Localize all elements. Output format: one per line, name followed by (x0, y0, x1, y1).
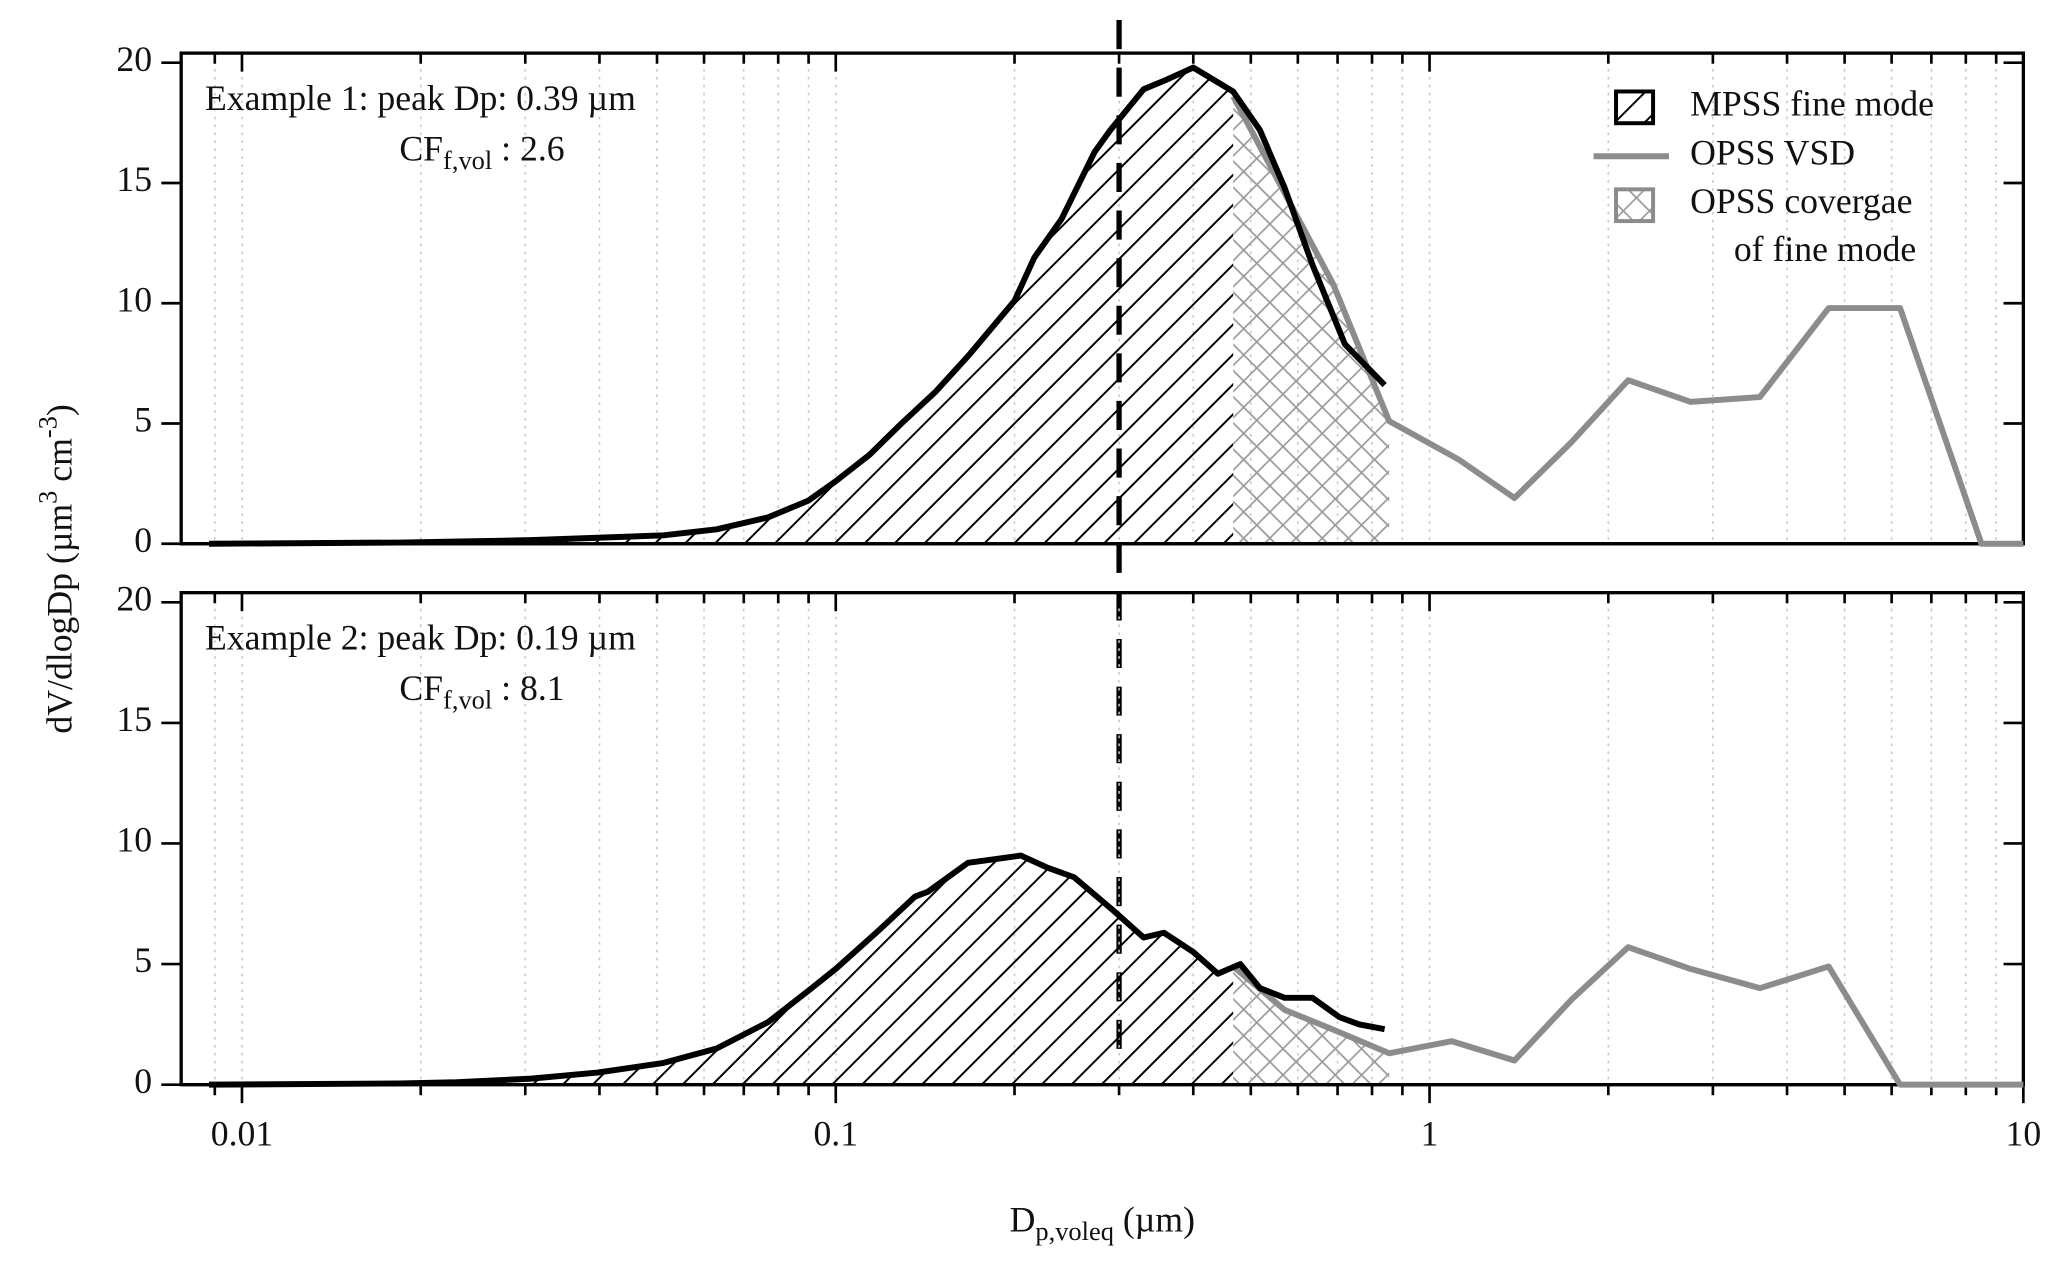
x-tick-label: 0.1 (813, 1114, 858, 1154)
series-line (1231, 944, 2024, 1088)
y-tick-label: 20 (116, 39, 152, 79)
y-tick-label: 0 (134, 1061, 152, 1101)
legend-label-line: OPSS covergae (1690, 181, 1912, 221)
annotation-part: Example 2: peak Dp: 0.19 µm (205, 618, 636, 658)
crosshatch-area (1233, 96, 1390, 544)
legend-label-line: MPSS fine mode (1690, 84, 1934, 124)
annotation-part: CF (399, 128, 443, 168)
x-axis-label: Dp,voleq (µm) (1010, 1200, 1195, 1246)
frame (179, 51, 2026, 546)
frame (179, 591, 2026, 1087)
annotation-part: f,vol (443, 685, 492, 715)
annotation: CFf,vol : 8.1 (399, 668, 564, 714)
legend-label: OPSS covergae of fine mode (1690, 181, 1916, 269)
hatch-area (208, 67, 1234, 544)
y-tick-label: 15 (116, 699, 152, 739)
y-tick-label: 10 (116, 279, 152, 319)
x-axis-label-part: p,voleq (1035, 1216, 1114, 1246)
y-axis-label-part: dV/dlogDp (µm (40, 504, 80, 734)
x-axis-label-part: (µm) (1114, 1200, 1195, 1240)
x-axis-label-part: D (1010, 1200, 1036, 1240)
annotation: Example 1: peak Dp: 0.39 µm (205, 78, 636, 118)
legend-swatch (1614, 187, 1656, 224)
y-tick-label: 10 (116, 820, 152, 860)
y-tick-label: 20 (116, 579, 152, 619)
legend-label-line: of fine mode (1734, 229, 1916, 269)
y-tick-label: 5 (134, 400, 152, 440)
annotation-part: : 8.1 (492, 668, 564, 708)
annotation-part: Example 1: peak Dp: 0.39 µm (205, 78, 636, 118)
legend-label-line: OPSS VSD (1690, 132, 1855, 172)
y-tick-label: 0 (134, 520, 152, 560)
annotation: Example 2: peak Dp: 0.19 µm (205, 618, 636, 658)
series-line (208, 852, 1386, 1088)
y-tick-label: 5 (134, 940, 152, 980)
legend-swatch (1614, 89, 1656, 126)
annotation: CFf,vol : 2.6 (399, 128, 564, 174)
x-tick-label: 1 (1421, 1114, 1439, 1154)
annotation-part: CF (399, 668, 443, 708)
x-tick-label: 10 (2006, 1114, 2042, 1154)
series-line (208, 64, 1387, 547)
annotation-part: f,vol (443, 145, 492, 175)
y-axis-label: dV/dlogDp (µm3 cm-3) (32, 404, 79, 733)
y-axis-label-part: ) (40, 404, 80, 416)
annotation-part: : 2.6 (492, 128, 564, 168)
y-axis-label-part: cm (40, 438, 80, 491)
x-tick-label: 0.01 (211, 1114, 273, 1154)
legend-label: MPSS fine mode (1690, 84, 1934, 124)
legend-label: OPSS VSD (1690, 132, 1855, 172)
crosshatch-area (1233, 966, 1390, 1085)
y-tick-label: 15 (116, 159, 152, 199)
y-axis-label-part: 3 (32, 491, 62, 504)
series-line (1230, 95, 2024, 547)
y-axis-label-part: -3 (32, 416, 62, 438)
hatch-area (208, 855, 1234, 1085)
